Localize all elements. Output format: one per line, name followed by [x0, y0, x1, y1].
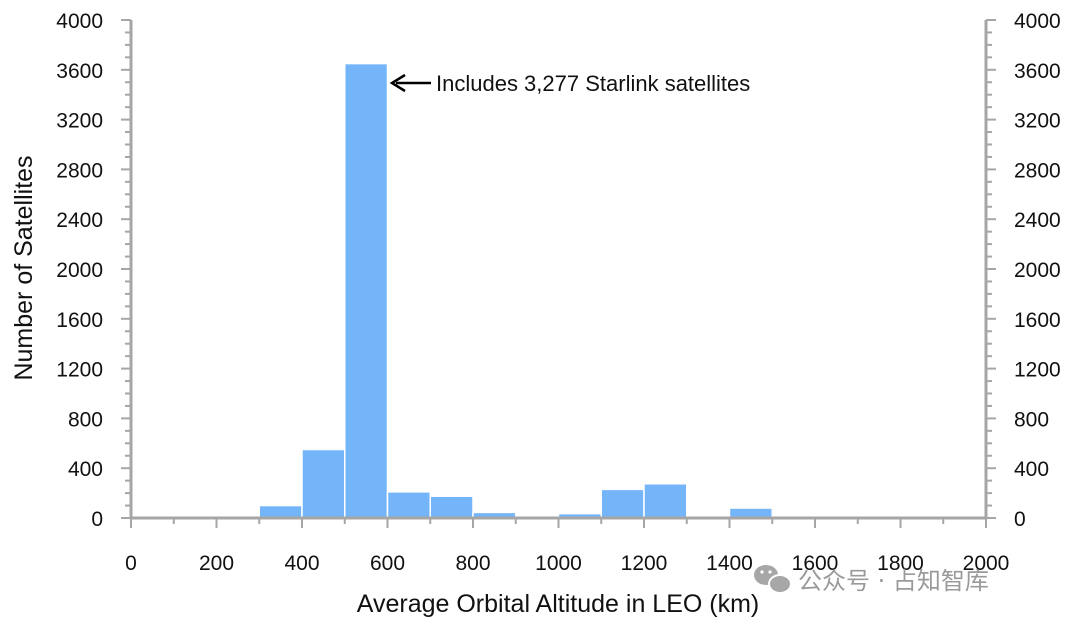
- x-tick-label: 1000: [535, 552, 582, 575]
- histogram-bar: [429, 495, 474, 519]
- y-tick-label-left: 3200: [56, 110, 103, 133]
- x-tick-label: 400: [284, 552, 319, 575]
- y-tick-label-right: 2800: [1014, 159, 1061, 182]
- y-axis-title: Number of Satellites: [10, 155, 38, 380]
- y-tick-label-left: 2400: [56, 209, 103, 232]
- x-tick-label: 1400: [706, 552, 753, 575]
- y-tick-label-left: 4000: [56, 10, 103, 33]
- histogram-bar: [344, 62, 389, 519]
- wechat-icon: [754, 565, 792, 594]
- histogram-bar: [600, 488, 645, 519]
- annotation: Includes 3,277 Starlink satellites: [389, 71, 750, 96]
- y-tick-label-left: 800: [68, 408, 103, 431]
- y-tick-label-right: 800: [1014, 408, 1049, 431]
- y-tick-label-right: 400: [1014, 458, 1049, 481]
- y-tick-label-left: 0: [91, 508, 103, 531]
- y-tick-label-right: 2400: [1014, 209, 1061, 232]
- watermark: 公众号 · 占知智库: [754, 565, 989, 595]
- x-tick-label: 1800: [877, 552, 924, 575]
- histogram-bar: [301, 448, 346, 519]
- y-tick-label-left: 1600: [56, 309, 103, 332]
- x-tick-label: 800: [455, 552, 490, 575]
- y-tick-label-left: 1200: [56, 359, 103, 382]
- x-tick-label: 2000: [963, 552, 1010, 575]
- y-tick-label-left: 400: [68, 458, 103, 481]
- y-tick-label-right: 0: [1014, 508, 1026, 531]
- x-tick-label: 1600: [792, 552, 839, 575]
- annotation-arrow-head: [389, 73, 406, 93]
- y-tick-label-right: 3600: [1014, 60, 1061, 83]
- y-tick-label-right: 1600: [1014, 309, 1061, 332]
- annotation-text: Includes 3,277 Starlink satellites: [436, 71, 750, 96]
- histogram-bar: [643, 483, 688, 519]
- axes-group: [121, 19, 996, 528]
- y-tick-label-right: 2000: [1014, 259, 1061, 282]
- histogram-bar: [258, 504, 303, 519]
- y-tick-label-left: 2800: [56, 159, 103, 182]
- y-tick-label-left: 3600: [56, 60, 103, 83]
- x-tick-label: 200: [199, 552, 234, 575]
- x-tick-label: 1200: [621, 552, 668, 575]
- x-axis-title: Average Orbital Altitude in LEO (km): [357, 590, 760, 618]
- histogram-bar: [386, 491, 431, 519]
- bars-group: [130, 62, 987, 519]
- x-tick-label: 0: [125, 552, 137, 575]
- y-tick-label-right: 3200: [1014, 110, 1061, 133]
- watermark-text: 公众号 · 占知智库: [798, 567, 989, 595]
- x-tick-label: 600: [370, 552, 405, 575]
- y-tick-label-right: 1200: [1014, 359, 1061, 382]
- y-tick-label-left: 2000: [56, 259, 103, 282]
- y-tick-label-right: 4000: [1014, 10, 1061, 33]
